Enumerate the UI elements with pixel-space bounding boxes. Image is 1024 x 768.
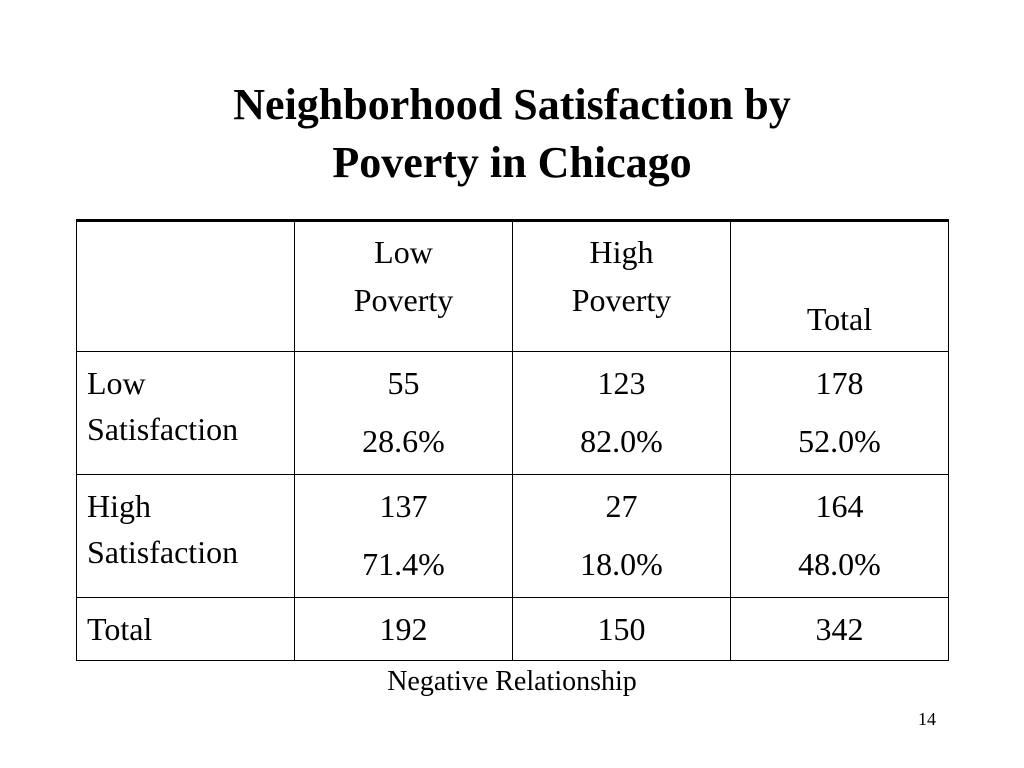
corner-cell (76, 219, 295, 352)
table-cell: 27 18.0% (512, 474, 731, 598)
total-cell: 150 (512, 597, 731, 661)
row-label-line: Low (87, 365, 146, 401)
row-label-high-satisfaction: High Satisfaction (76, 474, 295, 598)
table-cell: 137 71.4% (294, 474, 513, 598)
row-label-line: Satisfaction (87, 534, 239, 570)
footnote: Negative Relationship (387, 666, 637, 697)
cell-percent: 82.0% (580, 423, 663, 459)
table-cell: 123 82.0% (512, 351, 731, 475)
table-cell: 178 52.0% (730, 351, 949, 475)
column-header-low-poverty: Low Poverty (294, 219, 513, 352)
cell-count: 137 (379, 488, 428, 524)
column-header-line: Total (806, 301, 873, 337)
row-label-low-satisfaction: Low Satisfaction (76, 351, 295, 475)
column-header-line: Poverty (353, 282, 454, 318)
slide-title: Neighborhood Satisfaction by Poverty in … (0, 76, 1024, 192)
slide-title-line-1: Neighborhood Satisfaction by (233, 80, 791, 129)
row-label-total: Total (76, 597, 295, 661)
table-row-total: Total 192 150 342 (76, 597, 949, 661)
column-header-line: High (589, 234, 654, 270)
cell-percent: 28.6% (362, 423, 445, 459)
cell-count: 164 (815, 488, 864, 524)
cell-count: 123 (597, 365, 646, 401)
table-row-low-satisfaction: Low Satisfaction 55 28.6% 123 82.0% 178 … (76, 351, 949, 475)
total-cell: 192 (294, 597, 513, 661)
cell-percent: 71.4% (362, 546, 445, 582)
crosstab-table: Low Poverty High Poverty Total Low Satis… (76, 219, 949, 661)
column-header-total: Total (730, 219, 949, 352)
column-header-line: Poverty (571, 282, 672, 318)
cell-count: 178 (815, 365, 864, 401)
column-header-line: Low (374, 234, 433, 270)
cell-percent: 18.0% (580, 546, 663, 582)
table-cell: 164 48.0% (730, 474, 949, 598)
column-header-high-poverty: High Poverty (512, 219, 731, 352)
table-header-row: Low Poverty High Poverty Total (76, 219, 949, 352)
slide-title-line-2: Poverty in Chicago (332, 138, 692, 187)
table-cell: 55 28.6% (294, 351, 513, 475)
cell-count: 55 (387, 365, 420, 401)
cell-percent: 48.0% (798, 546, 881, 582)
row-label-line: Satisfaction (87, 411, 239, 447)
total-cell: 342 (730, 597, 949, 661)
cell-count: 27 (605, 488, 638, 524)
row-label-line: High (87, 488, 151, 524)
cell-percent: 52.0% (798, 423, 881, 459)
table-row-high-satisfaction: High Satisfaction 137 71.4% 27 18.0% 164… (76, 474, 949, 598)
page-number: 14 (918, 709, 936, 729)
